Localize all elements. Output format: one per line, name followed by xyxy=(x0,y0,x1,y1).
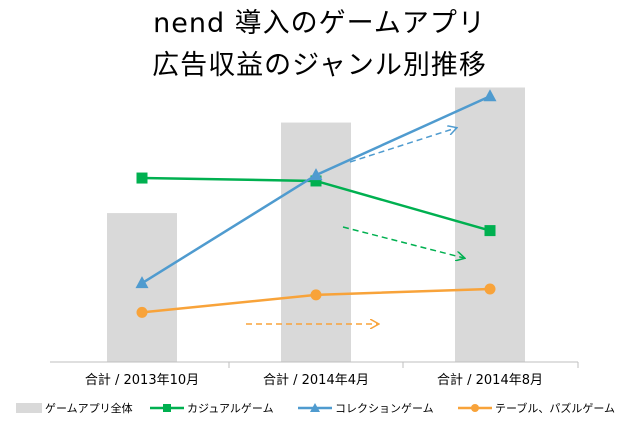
legend-line-triangle-marker-icon xyxy=(298,403,332,412)
legend-label-casual: カジュアルゲーム xyxy=(187,402,274,415)
trend-arrow-up xyxy=(349,128,456,163)
legend-label-collection: コレクションゲーム xyxy=(335,402,434,415)
x-tick-label-1: 合計 / 2014年4月 xyxy=(263,372,369,388)
series-0-point-2 xyxy=(484,225,496,237)
series-2-point-2 xyxy=(484,283,496,295)
legend-item-collection: コレクションゲーム xyxy=(298,398,434,418)
series-2-point-1 xyxy=(310,289,322,301)
chart-title-line1: nend 導入のゲームアプリ xyxy=(153,8,486,39)
series-1-point-0 xyxy=(135,276,149,289)
series-1-point-2 xyxy=(483,89,497,102)
legend-item-casual: カジュアルゲーム xyxy=(150,398,274,418)
legend-label-overall: ゲームアプリ全体 xyxy=(45,402,133,415)
legend-swatch-gray-bar-icon xyxy=(16,403,42,413)
x-tick-label-0: 合計 / 2013年10月 xyxy=(85,372,199,388)
bar-overall-1 xyxy=(281,122,351,362)
legend: ゲームアプリ全体 カジュアルゲーム コレクションゲーム テーブル、パズルゲーム xyxy=(0,398,639,418)
legend-item-bar: ゲームアプリ全体 xyxy=(16,398,133,418)
series-2-point-0 xyxy=(136,306,148,318)
chart-area: 合計 / 2013年10月 合計 / 2014年4月 合計 / 2014年8月 xyxy=(50,87,579,388)
legend-label-table-puzzle: テーブル、パズルゲーム xyxy=(495,402,616,415)
chart-title-line2: 広告収益のジャンル別推移 xyxy=(152,50,487,81)
series-1-point-1 xyxy=(309,168,323,181)
trend-arrow-down xyxy=(342,226,464,258)
legend-item-table-puzzle: テーブル、パズルゲーム xyxy=(458,398,615,418)
series-0-point-1 xyxy=(310,175,322,187)
legend-line-circle-marker-icon xyxy=(458,404,492,412)
series-0-point-0 xyxy=(136,172,148,184)
legend-line-square-marker-icon xyxy=(150,404,184,412)
x-tick-label-2: 合計 / 2014年8月 xyxy=(437,372,543,388)
